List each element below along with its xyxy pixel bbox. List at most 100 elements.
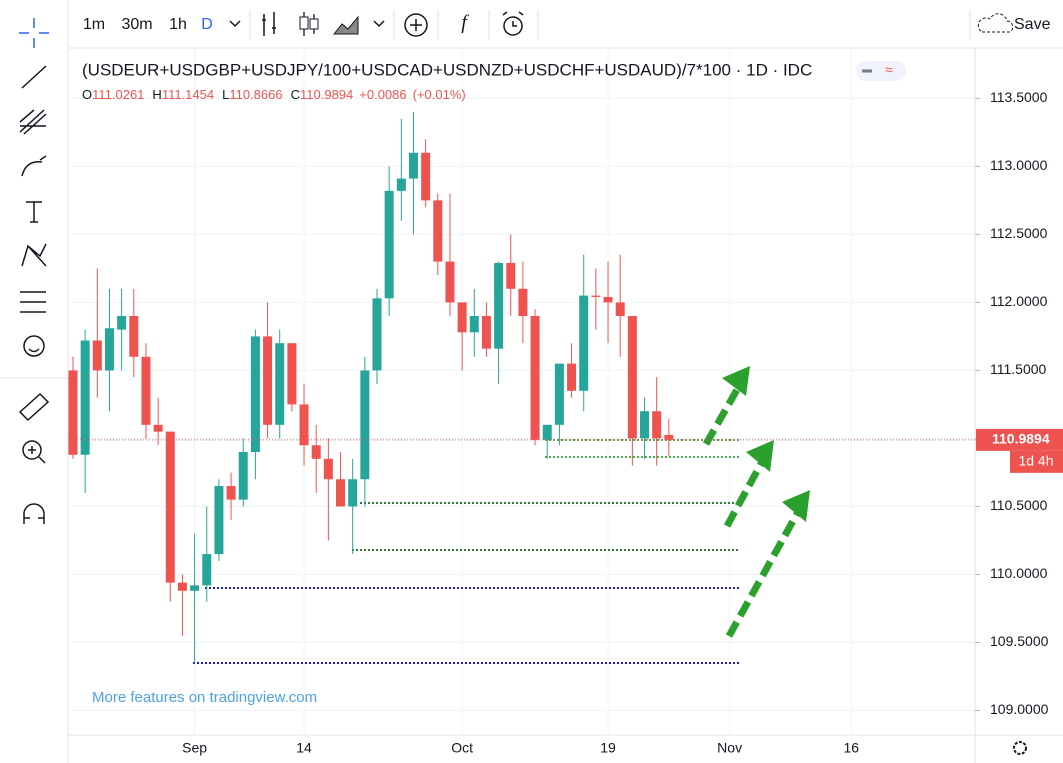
arrow bbox=[725, 510, 802, 638]
candle-body bbox=[165, 431, 175, 583]
candle-body bbox=[494, 262, 504, 349]
last-price-label: 110.9894 bbox=[992, 431, 1050, 447]
save-icon[interactable] bbox=[977, 13, 1014, 33]
candles-icon[interactable] bbox=[299, 16, 309, 30]
left-toolbar bbox=[18, 18, 50, 524]
arrows bbox=[702, 366, 810, 638]
compare-icon[interactable] bbox=[410, 19, 422, 31]
candle-body bbox=[384, 190, 394, 299]
arrow-head bbox=[782, 490, 810, 522]
interval[interactable]: 1m bbox=[83, 16, 105, 33]
drawings bbox=[193, 439, 740, 664]
emoji-tool[interactable] bbox=[23, 335, 45, 357]
legend-item: C bbox=[291, 87, 300, 102]
candle-body bbox=[554, 363, 564, 425]
last-price-box bbox=[976, 428, 1063, 451]
zoom-tool[interactable] bbox=[28, 446, 46, 464]
forecast-tool[interactable] bbox=[20, 291, 46, 313]
candle-body bbox=[250, 336, 260, 453]
area-icon[interactable] bbox=[332, 15, 359, 35]
legend-toggle[interactable] bbox=[856, 61, 906, 81]
emoji-tool[interactable] bbox=[28, 348, 40, 353]
indicators-icon[interactable]: f bbox=[461, 12, 469, 34]
candle-body bbox=[652, 411, 662, 439]
candle-body bbox=[117, 315, 127, 330]
legend-toggle[interactable]: ≈ bbox=[885, 62, 893, 78]
y-tick-label: 111.5000 bbox=[990, 361, 1047, 377]
interval[interactable]: 1h bbox=[169, 16, 187, 33]
candle-body bbox=[408, 152, 418, 179]
candle-body bbox=[141, 356, 151, 425]
x-tick-label: Nov bbox=[717, 740, 742, 756]
pattern-tool[interactable] bbox=[21, 243, 47, 267]
legend-item: 110.8666 bbox=[229, 87, 282, 102]
arrow bbox=[702, 386, 742, 446]
interval[interactable]: 30m bbox=[121, 16, 152, 33]
candle-body bbox=[579, 295, 589, 391]
magnet-tool[interactable] bbox=[23, 503, 45, 524]
candle-body bbox=[603, 296, 613, 303]
candle-body bbox=[348, 479, 358, 507]
alert-icon[interactable] bbox=[503, 16, 523, 36]
candle-body bbox=[481, 315, 491, 349]
save-button[interactable]: Save bbox=[1014, 16, 1051, 33]
ruler-tool[interactable] bbox=[18, 392, 50, 422]
interval-active[interactable]: D bbox=[201, 16, 213, 33]
x-tick-label: 14 bbox=[296, 740, 312, 756]
zoom-tool[interactable] bbox=[22, 440, 42, 460]
candle-body bbox=[627, 315, 637, 439]
fib-tool[interactable] bbox=[19, 109, 47, 135]
brush-tool[interactable] bbox=[21, 155, 47, 177]
watermark-link[interactable]: More features on tradingview.com bbox=[92, 689, 317, 706]
countdown-label: 1d 4h bbox=[1018, 453, 1053, 469]
candles-icon[interactable] bbox=[309, 18, 319, 30]
y-tick-label: 112.0000 bbox=[990, 293, 1048, 309]
candle-body bbox=[92, 340, 102, 371]
text-tool[interactable] bbox=[26, 201, 42, 223]
candle-body bbox=[518, 288, 528, 316]
ohlc-legend: O111.0261 H111.1454 L110.8666 C110.9894 +0.0… bbox=[82, 87, 466, 102]
candle-body bbox=[421, 152, 431, 201]
candle-body bbox=[615, 302, 625, 316]
alert-icon[interactable] bbox=[502, 11, 524, 27]
bars-icon[interactable] bbox=[262, 12, 276, 36]
candle-body bbox=[287, 343, 297, 405]
dropdown[interactable] bbox=[373, 20, 385, 28]
y-tick-label: 109.0000 bbox=[990, 701, 1049, 717]
y-tick-label: 110.0000 bbox=[990, 565, 1048, 581]
candle-body bbox=[80, 340, 90, 455]
candle-body bbox=[68, 370, 78, 455]
legend-item: 111.0261 bbox=[92, 87, 144, 102]
candle-body bbox=[275, 343, 285, 425]
candle-body bbox=[542, 424, 552, 440]
candle-body bbox=[190, 585, 200, 591]
countdown-box bbox=[1010, 450, 1063, 473]
candle-body bbox=[238, 452, 248, 500]
candle-body bbox=[372, 298, 382, 371]
dropdown[interactable] bbox=[229, 20, 241, 28]
candle-body bbox=[360, 370, 370, 480]
x-tick-label: 19 bbox=[600, 740, 616, 756]
candle-body bbox=[153, 424, 163, 432]
candles bbox=[68, 111, 674, 663]
y-tick-label: 109.5000 bbox=[990, 633, 1049, 649]
candle-body bbox=[336, 479, 346, 507]
settings-icon[interactable] bbox=[1013, 741, 1027, 755]
trend-line-tool[interactable] bbox=[21, 65, 47, 89]
legend-item: L bbox=[222, 87, 229, 102]
compare-icon[interactable] bbox=[404, 13, 428, 37]
candle-body bbox=[530, 315, 540, 440]
candle-body bbox=[506, 262, 516, 289]
candle-body bbox=[664, 434, 674, 440]
candle-body bbox=[311, 445, 321, 459]
arrow-head bbox=[722, 366, 750, 396]
x-tick-label: Oct bbox=[451, 740, 473, 756]
candle-body bbox=[214, 486, 224, 555]
crosshair-tool[interactable] bbox=[19, 18, 49, 48]
candle-body bbox=[323, 458, 333, 480]
top-toolbar: 1m 30m 1h D f Save bbox=[83, 10, 1051, 40]
arrow-head bbox=[746, 440, 774, 472]
candle-body bbox=[299, 404, 309, 446]
